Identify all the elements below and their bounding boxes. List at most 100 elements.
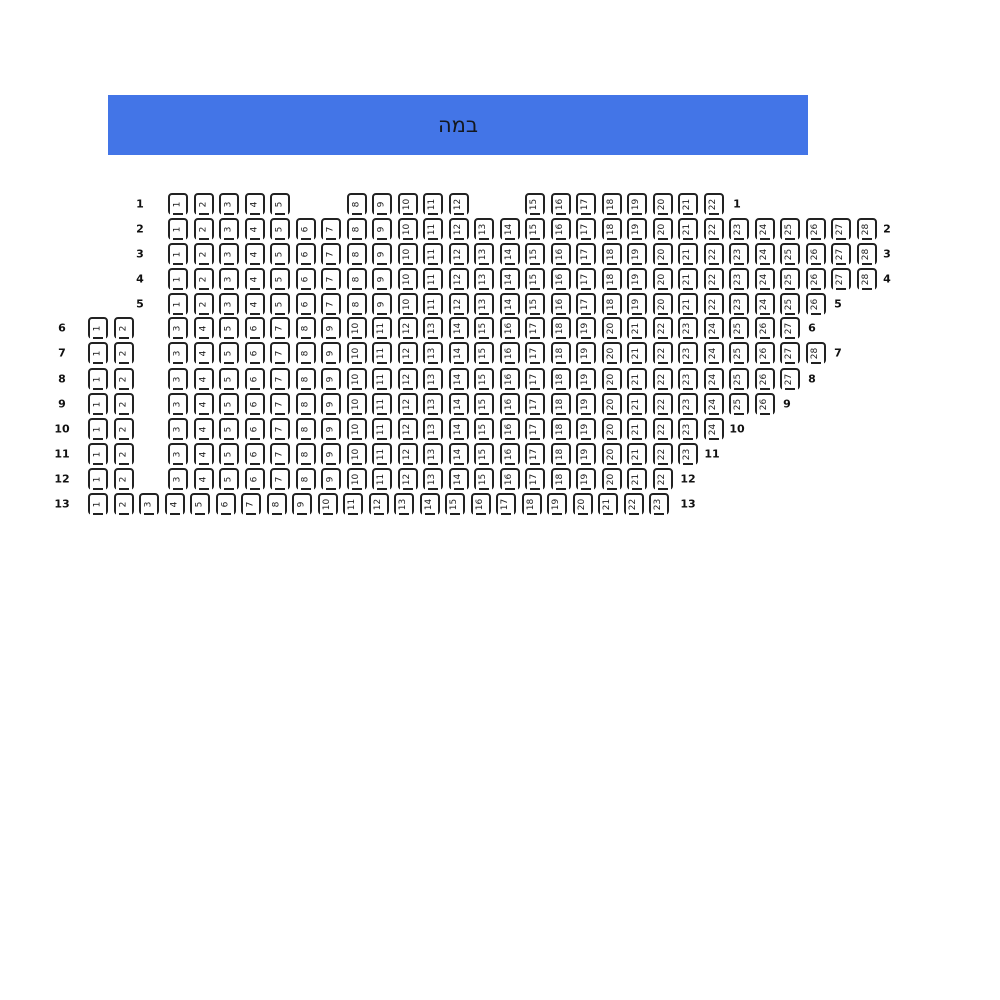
seat-row1-1[interactable]: 1 [168,193,188,215]
seat-row8-4[interactable]: 4 [193,368,214,390]
seat-row7-24[interactable]: 24 [703,342,724,364]
seat-row13-9[interactable]: 9 [292,493,312,515]
seat-row8-6[interactable]: 6 [244,368,265,390]
seat-row3-21[interactable]: 21 [678,243,698,265]
seat-row3-28[interactable]: 28 [856,243,877,265]
seat-row4-6[interactable]: 6 [295,268,316,290]
seat-row5-15[interactable]: 15 [525,293,545,315]
seat-row10-4[interactable]: 4 [193,418,214,440]
seat-row9-25[interactable]: 25 [729,393,749,415]
seat-row9-22[interactable]: 22 [652,393,673,415]
seat-row11-8[interactable]: 8 [295,443,316,465]
seat-row3-14[interactable]: 14 [499,243,520,265]
seat-row11-3[interactable]: 3 [168,443,188,465]
seat-row4-13[interactable]: 13 [474,268,494,290]
seat-row6-13[interactable]: 13 [423,317,443,339]
seat-row8-8[interactable]: 8 [295,368,316,390]
seat-row2-19[interactable]: 19 [627,218,647,240]
seat-row3-5[interactable]: 5 [270,243,290,265]
seat-row7-26[interactable]: 26 [754,342,775,364]
seat-row3-8[interactable]: 8 [346,243,367,265]
seat-row4-3[interactable]: 3 [219,268,239,290]
seat-row11-6[interactable]: 6 [244,443,265,465]
seat-row4-20[interactable]: 20 [652,268,673,290]
seat-row2-12[interactable]: 12 [448,218,469,240]
seat-row11-14[interactable]: 14 [448,443,469,465]
seat-row4-26[interactable]: 26 [805,268,826,290]
seat-row11-4[interactable]: 4 [193,443,214,465]
seat-row8-7[interactable]: 7 [270,368,290,390]
seat-row7-3[interactable]: 3 [168,342,188,364]
seat-row4-24[interactable]: 24 [754,268,775,290]
seat-row3-18[interactable]: 18 [601,243,622,265]
seat-row11-12[interactable]: 12 [397,443,418,465]
seat-row4-1[interactable]: 1 [168,268,188,290]
seat-row7-7[interactable]: 7 [270,342,290,364]
seat-row11-1[interactable]: 1 [88,443,108,465]
seat-row7-19[interactable]: 19 [576,342,596,364]
seat-row12-1[interactable]: 1 [88,468,108,490]
seat-row11-2[interactable]: 2 [113,443,134,465]
seat-row6-11[interactable]: 11 [372,317,392,339]
seat-row11-9[interactable]: 9 [321,443,341,465]
seat-row1-12[interactable]: 12 [448,193,469,215]
seat-row6-17[interactable]: 17 [525,317,545,339]
seat-row13-10[interactable]: 10 [317,493,338,515]
seat-row2-16[interactable]: 16 [550,218,571,240]
seat-row2-1[interactable]: 1 [168,218,188,240]
seat-row12-2[interactable]: 2 [113,468,134,490]
seat-row4-28[interactable]: 28 [856,268,877,290]
seat-row8-26[interactable]: 26 [754,368,775,390]
seat-row3-15[interactable]: 15 [525,243,545,265]
seat-row1-3[interactable]: 3 [219,193,239,215]
seat-row6-5[interactable]: 5 [219,317,239,339]
seat-row5-12[interactable]: 12 [448,293,469,315]
seat-row5-7[interactable]: 7 [321,293,341,315]
seat-row10-18[interactable]: 18 [550,418,571,440]
seat-row4-21[interactable]: 21 [678,268,698,290]
seat-row1-11[interactable]: 11 [423,193,443,215]
seat-row3-9[interactable]: 9 [372,243,392,265]
seat-row7-5[interactable]: 5 [219,342,239,364]
seat-row9-2[interactable]: 2 [113,393,134,415]
seat-row7-13[interactable]: 13 [423,342,443,364]
seat-row12-20[interactable]: 20 [601,468,622,490]
seat-row2-7[interactable]: 7 [321,218,341,240]
seat-row4-15[interactable]: 15 [525,268,545,290]
seat-row2-27[interactable]: 27 [831,218,851,240]
seat-row9-23[interactable]: 23 [678,393,698,415]
seat-row1-18[interactable]: 18 [601,193,622,215]
seat-row8-5[interactable]: 5 [219,368,239,390]
seat-row9-15[interactable]: 15 [474,393,494,415]
seat-row1-4[interactable]: 4 [244,193,265,215]
seat-row5-19[interactable]: 19 [627,293,647,315]
seat-row3-3[interactable]: 3 [219,243,239,265]
seat-row3-1[interactable]: 1 [168,243,188,265]
seat-row8-24[interactable]: 24 [703,368,724,390]
seat-row10-3[interactable]: 3 [168,418,188,440]
seat-row13-22[interactable]: 22 [623,493,644,515]
seat-row3-10[interactable]: 10 [397,243,418,265]
seat-row12-9[interactable]: 9 [321,468,341,490]
seat-row12-22[interactable]: 22 [652,468,673,490]
seat-row5-14[interactable]: 14 [499,293,520,315]
seat-row5-2[interactable]: 2 [193,293,214,315]
seat-row8-20[interactable]: 20 [601,368,622,390]
seat-row10-9[interactable]: 9 [321,418,341,440]
seat-row3-25[interactable]: 25 [780,243,800,265]
seat-row7-28[interactable]: 28 [805,342,826,364]
seat-row2-21[interactable]: 21 [678,218,698,240]
seat-row4-27[interactable]: 27 [831,268,851,290]
seat-row13-6[interactable]: 6 [215,493,236,515]
seat-row13-13[interactable]: 13 [394,493,414,515]
seat-row1-8[interactable]: 8 [346,193,367,215]
seat-row9-4[interactable]: 4 [193,393,214,415]
seat-row9-26[interactable]: 26 [754,393,775,415]
seat-row3-22[interactable]: 22 [703,243,724,265]
seat-row6-16[interactable]: 16 [499,317,520,339]
seat-row5-21[interactable]: 21 [678,293,698,315]
seat-row3-13[interactable]: 13 [474,243,494,265]
seat-row7-2[interactable]: 2 [113,342,134,364]
seat-row8-14[interactable]: 14 [448,368,469,390]
seat-row13-8[interactable]: 8 [266,493,287,515]
